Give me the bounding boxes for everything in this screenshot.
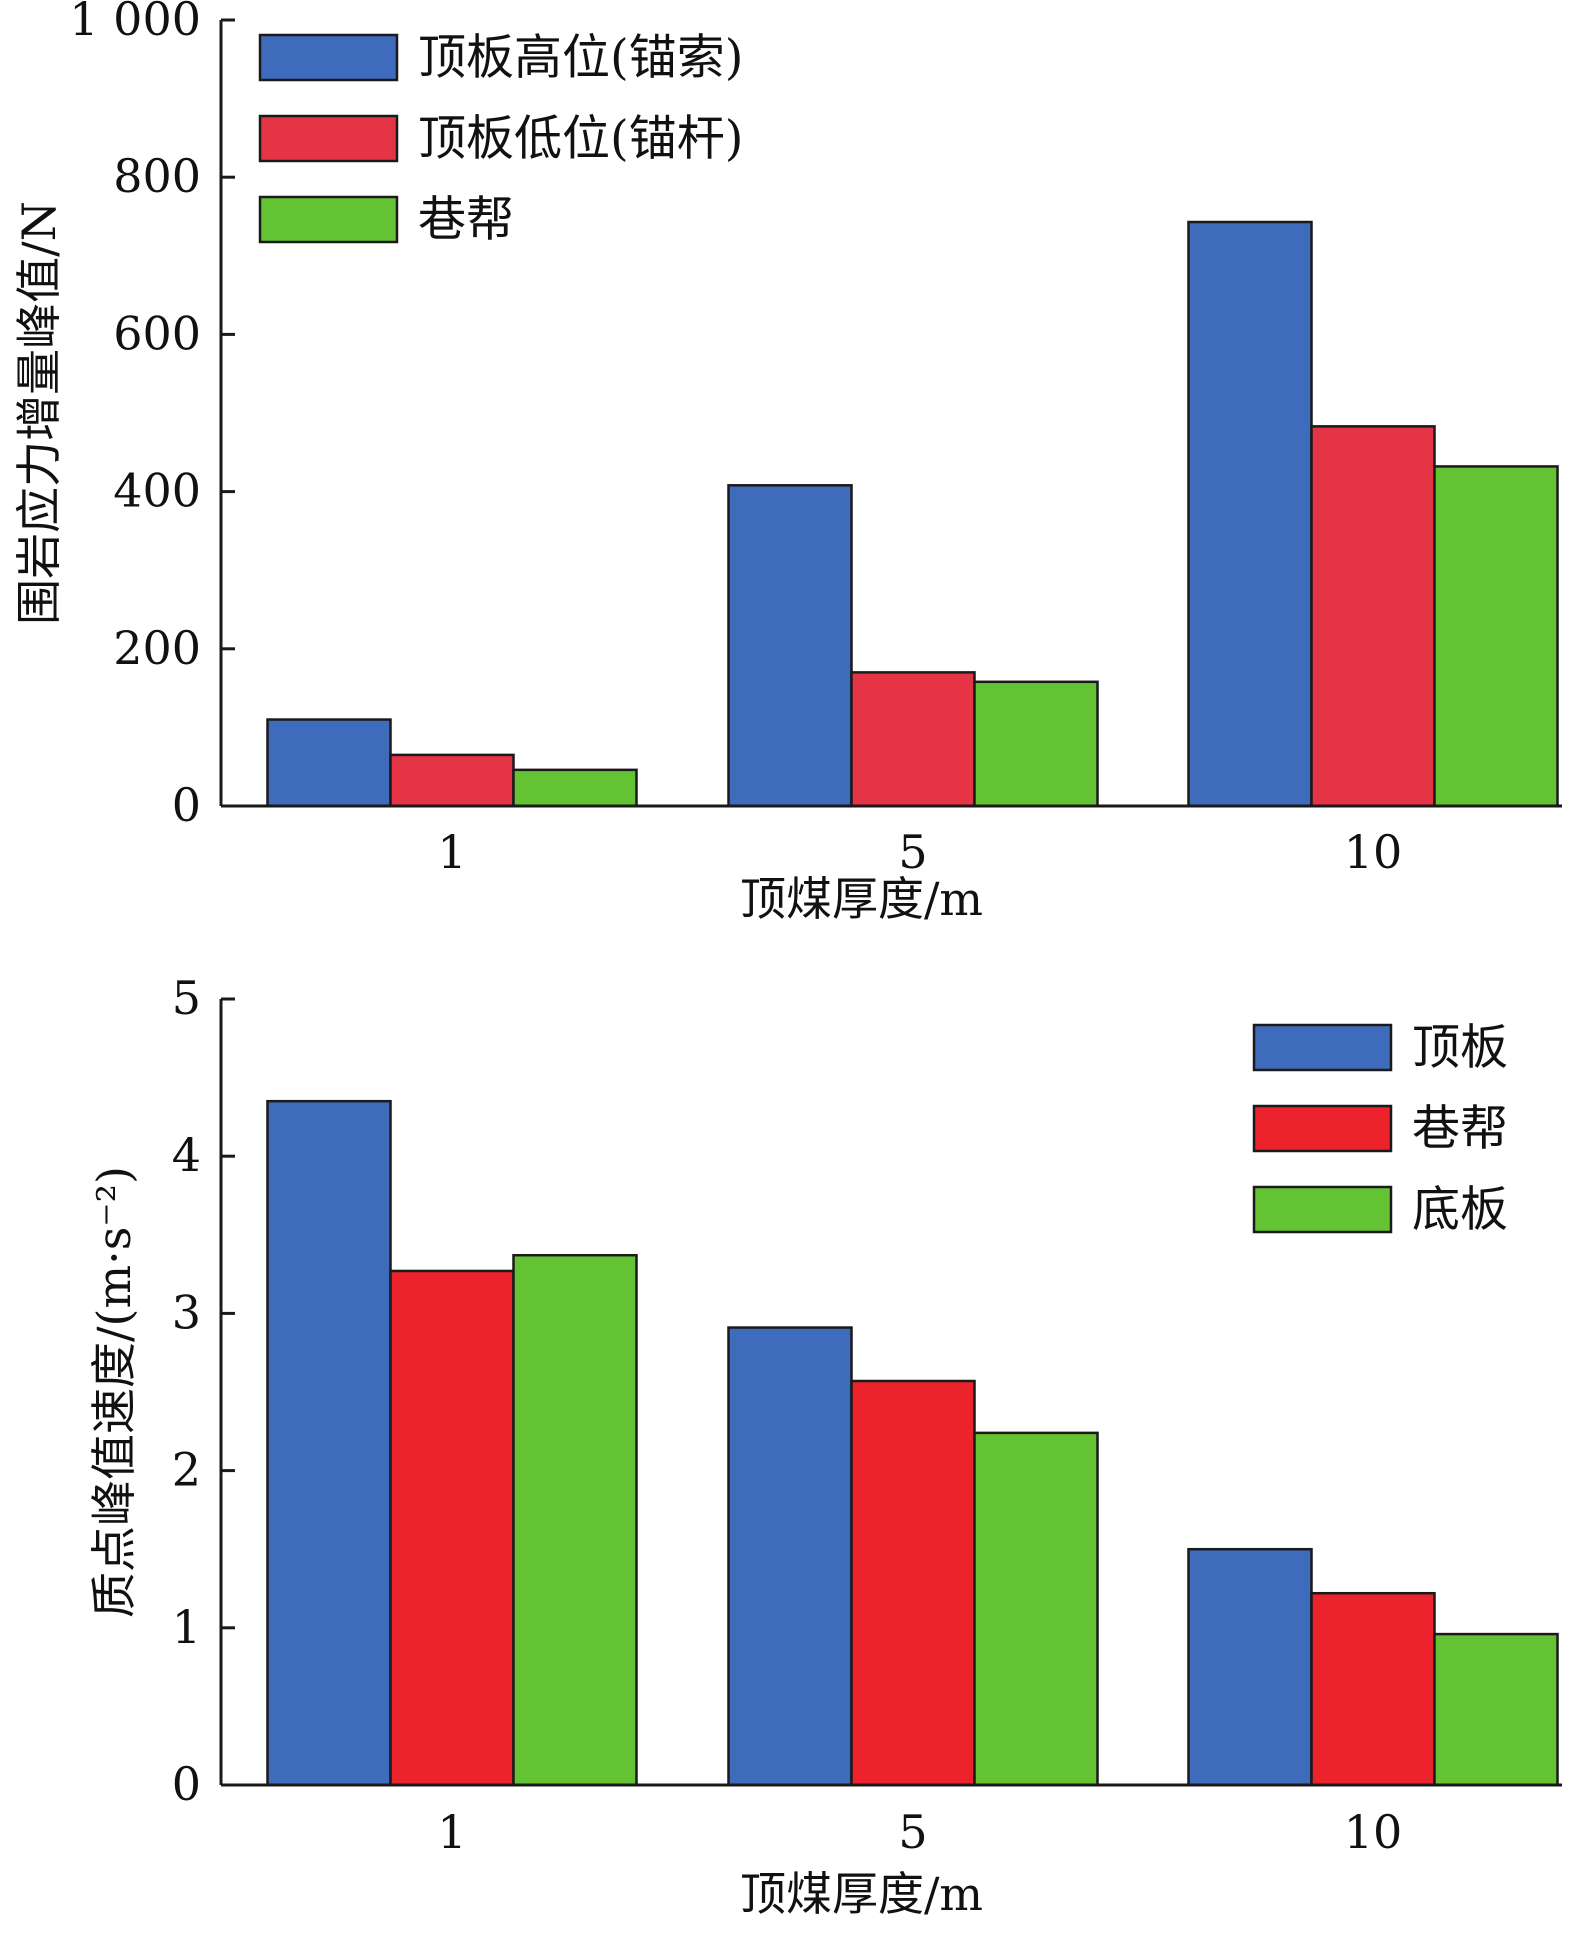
bar-2-s3-c2 xyxy=(973,1431,1099,1787)
x-tick-label-2-3: 10 xyxy=(1344,1805,1403,1859)
y-tick-label-1-5: 800 xyxy=(113,149,201,203)
legend-label-1-1: 顶板高位(锚索) xyxy=(418,30,743,86)
bar-1-s2-c3 xyxy=(1310,425,1436,808)
y-tick-label-2-6: 5 xyxy=(172,971,201,1025)
x-axis-title-2: 顶煤厚度/m xyxy=(740,1867,983,1921)
x-tick-label-1-3: 10 xyxy=(1344,825,1403,879)
y-tick-label-1-2: 200 xyxy=(113,621,201,675)
bar-2-s2-c3 xyxy=(1310,1591,1436,1787)
x-axis-title-1: 顶煤厚度/m xyxy=(740,872,983,926)
y-tick-label-2-1: 0 xyxy=(172,1757,201,1811)
legend-label-2-1: 顶板 xyxy=(1412,1020,1508,1076)
bar-2-s3-c1 xyxy=(512,1253,638,1787)
bar-1-s3-c3 xyxy=(1433,465,1559,808)
bar-1-s3-c1 xyxy=(512,768,638,808)
legend-swatch-1-2 xyxy=(258,114,399,163)
legend-swatch-1-1 xyxy=(258,33,399,82)
legend-label-2-3: 底板 xyxy=(1412,1182,1508,1238)
bar-2-s2-c1 xyxy=(389,1269,515,1787)
legend-swatch-2-3 xyxy=(1252,1185,1393,1234)
x-tick-label-2-1: 1 xyxy=(437,1805,466,1859)
y-tick-label-2-5: 4 xyxy=(172,1128,201,1182)
y-tick-label-2-4: 3 xyxy=(172,1285,201,1339)
legend-label-1-3: 巷帮 xyxy=(418,192,514,248)
bar-2-s3-c3 xyxy=(1433,1632,1559,1787)
y-tick-label-1-6: 1 000 xyxy=(69,0,201,46)
y-tick-label-2-3: 2 xyxy=(172,1443,201,1497)
legend-swatch-2-2 xyxy=(1252,1104,1393,1153)
bar-1-s2-c1 xyxy=(389,753,515,808)
bar-1-s1-c1 xyxy=(266,718,392,808)
y-tick-label-1-3: 400 xyxy=(113,464,201,518)
bar-1-s2-c2 xyxy=(850,671,976,808)
legend-label-2-2: 巷帮 xyxy=(1412,1101,1508,1157)
bar-1-s1-c3 xyxy=(1187,220,1313,808)
legend-swatch-1-3 xyxy=(258,195,399,244)
y-axis-title-2: 质点峰值速度/(m·s⁻²) xyxy=(87,1166,141,1618)
y-tick-label-1-4: 600 xyxy=(113,306,201,360)
y-tick-label-2-2: 1 xyxy=(172,1600,201,1654)
y-axis-title-1: 围岩应力增量峰值/N xyxy=(12,201,66,625)
bar-1-s1-c2 xyxy=(727,484,853,808)
y-tick-label-1-1: 0 xyxy=(172,778,201,832)
x-tick-label-2-2: 5 xyxy=(898,1805,927,1859)
bar-2-s2-c2 xyxy=(850,1379,976,1787)
x-tick-label-1-2: 5 xyxy=(898,825,927,879)
legend-label-1-2: 顶板低位(锚杆) xyxy=(418,111,743,167)
bar-2-s1-c3 xyxy=(1187,1547,1313,1787)
bar-2-s1-c2 xyxy=(727,1326,853,1787)
x-tick-label-1-1: 1 xyxy=(437,825,466,879)
legend-swatch-2-1 xyxy=(1252,1023,1393,1072)
bar-2-s1-c1 xyxy=(266,1099,392,1787)
bar-1-s3-c2 xyxy=(973,680,1099,808)
